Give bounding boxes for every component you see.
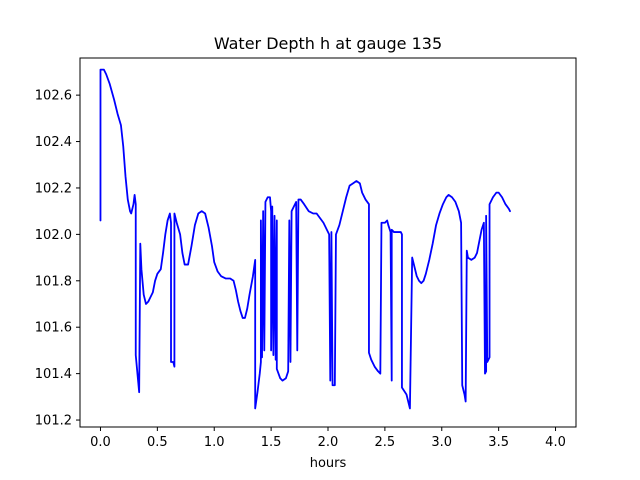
x-tick-label: 3.0 xyxy=(431,435,452,450)
y-tick-label: 102.2 xyxy=(35,181,72,196)
x-tick-label: 1.0 xyxy=(204,435,225,450)
y-tick-label: 101.2 xyxy=(35,414,72,429)
chart-title: Water Depth h at gauge 135 xyxy=(214,34,442,53)
series-layer xyxy=(99,68,511,410)
y-tick-label: 101.6 xyxy=(35,321,72,336)
x-tick-label: 1.5 xyxy=(261,435,282,450)
y-tick-label: 102.6 xyxy=(35,89,72,104)
x-axis-label: hours xyxy=(310,456,347,471)
x-tick-label: 0.5 xyxy=(147,435,168,450)
x-axis-ticks: 0.0 0.5 1.0 1.5 2.0 2.5 3.0 3.5 4.0 xyxy=(90,427,566,450)
x-tick-label: 4.0 xyxy=(545,435,566,450)
y-axis-ticks: 101.2 101.4 101.6 101.8 102.0 102.2 102.4 102.6 xyxy=(35,89,80,429)
y-tick-label: 101.8 xyxy=(35,274,72,289)
series-line xyxy=(99,68,511,410)
x-tick-label: 0.0 xyxy=(90,435,111,450)
x-tick-label: 3.5 xyxy=(488,435,509,450)
x-tick-label: 2.0 xyxy=(318,435,339,450)
y-tick-label: 101.4 xyxy=(35,367,72,382)
y-tick-label: 102.0 xyxy=(35,228,72,243)
plot-frame xyxy=(79,57,577,428)
x-tick-label: 2.5 xyxy=(375,435,396,450)
y-tick-label: 102.4 xyxy=(35,135,72,150)
